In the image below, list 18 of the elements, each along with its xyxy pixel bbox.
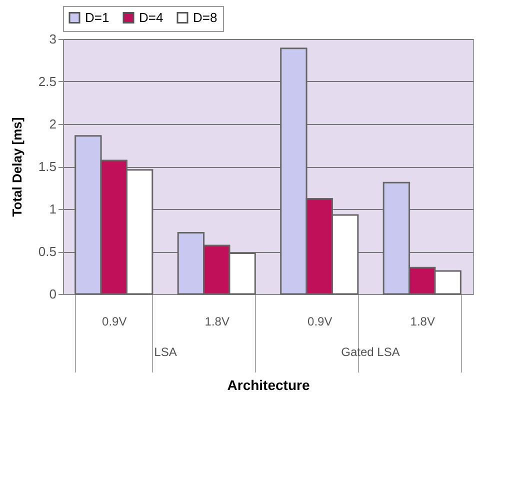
x-tick-label: 0.9V	[308, 314, 332, 328]
y-tick-label: 0	[49, 286, 56, 302]
x-tick-label: 0.9V	[102, 314, 127, 328]
text: LSA	[154, 345, 177, 359]
x-tick-label: 1.8V	[204, 314, 230, 328]
x-tick-label: 1.8V	[410, 314, 435, 328]
text: Gated LSA	[341, 345, 400, 359]
legend-label: D=1	[85, 10, 110, 25]
y-tick-label: 1	[49, 202, 56, 216]
y-tick-label: 1.5	[38, 159, 56, 174]
y-tick-label: 0.5	[38, 244, 56, 259]
x-axis-title: Architecture	[227, 377, 310, 393]
legend-label: D=8	[193, 10, 218, 25]
y-tick-label: 2	[49, 116, 56, 132]
legend-label: D=4	[139, 10, 164, 25]
y-tick-label: 2.5	[38, 74, 56, 89]
y-tick-label: 3	[49, 32, 56, 46]
y-axis-title: Total Delay [ms]	[9, 117, 24, 217]
